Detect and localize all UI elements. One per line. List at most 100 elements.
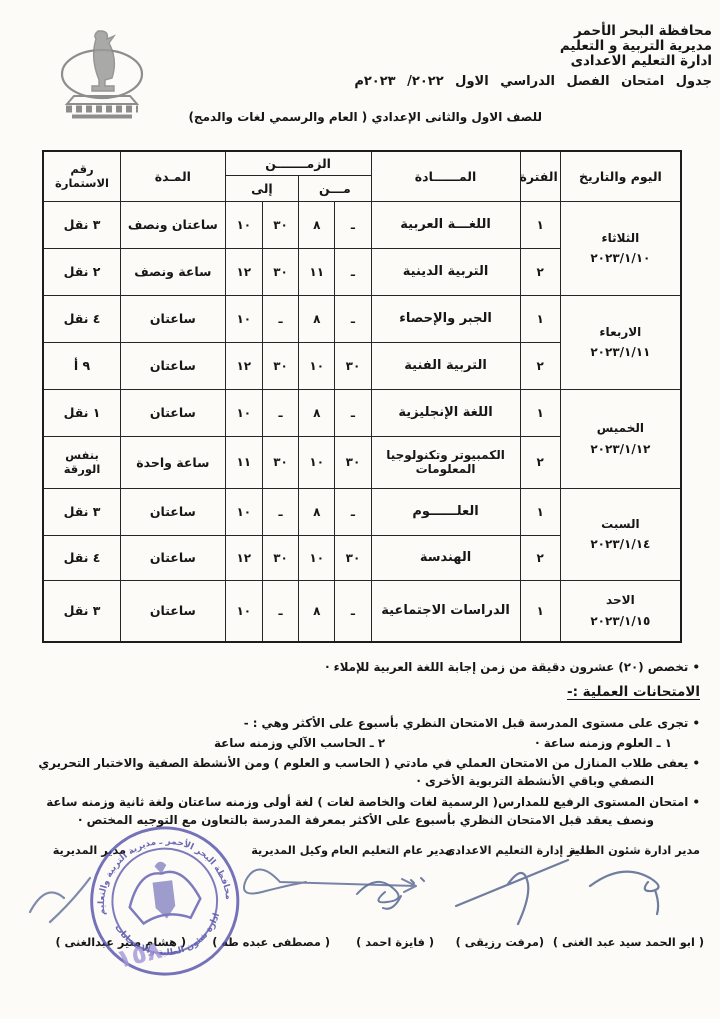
subject-cell: الدراسات الاجتماعية <box>370 579 521 643</box>
period-cell: ٢ <box>519 435 561 489</box>
signatures-section: مدير ادارة شئون الطلبة مدير إدارة التعلي… <box>0 826 720 1016</box>
from-minutes-cell: ٣٠ <box>334 534 372 581</box>
to-minutes-cell: ٣٠ <box>261 435 300 489</box>
signature-scribble-icon <box>356 877 425 910</box>
signature-name-student-affairs: ( ابو الحمد سيد عبد الغنى ) <box>552 936 704 949</box>
day-date: ٢٠٢٣/١/١١ <box>590 345 651 359</box>
subject-cell: اللغـــة العربية <box>370 200 521 249</box>
to-hour-cell: ١٠ <box>224 579 263 643</box>
from-hour-cell: ٨ <box>298 487 336 536</box>
duration-cell: ساعتان <box>120 534 226 581</box>
practical-item-computer: ٢ ـ الحاسب الآلي وزمنه ساعة <box>214 735 386 750</box>
letterhead: محافظة البحر الأحمر مديرية التربية و الت… <box>559 23 712 69</box>
col-header-time: الزمـــــــن <box>224 150 372 176</box>
day-date: ٢٠٢٣/١/١٢ <box>590 441 651 456</box>
col-header-to: إلى <box>224 174 300 202</box>
duration-cell: ساعتان <box>120 294 226 343</box>
from-minutes-cell: ـ <box>334 294 372 343</box>
signature-scribble-icon <box>243 868 417 895</box>
subject-cell: الكمبيوتر وتكنولوجيا المعلومات <box>370 435 521 489</box>
day-cell: الاربعاء ٢٠٢٣/١/١١ <box>559 294 682 390</box>
note-advanced-level: • امتحان المستوى الرفيع للمدارس( الرسمية… <box>46 795 700 828</box>
to-minutes-cell: ـ <box>261 294 300 343</box>
form-cell: ٩ أ <box>42 341 122 390</box>
duration-cell: ساعتان <box>120 487 226 536</box>
period-cell: ١ <box>519 487 561 536</box>
form-cell: ٤ نقل <box>42 534 122 581</box>
from-minutes-cell: ـ <box>334 487 372 536</box>
letterhead-directorate: مديرية التربية و التعليم <box>559 38 712 55</box>
form-cell: ١ نقل <box>42 388 122 437</box>
day-name: الاحد <box>606 593 635 608</box>
signature-title-deputy: وكيل المديرية <box>251 844 328 857</box>
form-cell: ٤ نقل <box>42 294 122 343</box>
signature-name-general-education: ( فايزة احمد ) <box>356 936 434 949</box>
letterhead-governorate: محافظة البحر الأحمر <box>573 23 712 39</box>
day-date: ٢٠٢٣/١/١٥ <box>590 613 651 628</box>
note-home-students: • يعفى طلاب المنازل من الامتحان العملي ف… <box>38 755 700 788</box>
subject-cell: الجبر والإحصاء <box>370 294 521 343</box>
notes-section: • تخصص (٢٠) عشرون دقيقة من زمن إجابة الل… <box>0 643 720 830</box>
to-minutes-cell: ـ <box>261 388 300 437</box>
from-hour-cell: ٨ <box>298 388 336 437</box>
to-hour-cell: ١٢ <box>224 341 263 390</box>
day-name: الخميس <box>596 421 644 436</box>
period-cell: ١ <box>519 294 561 343</box>
table-row: ٢ الهندسة ٣٠ ١٠ ٣٠ ١٢ ساعتان ٤ نقل <box>42 534 681 581</box>
signature-scribble-icon <box>454 858 570 926</box>
from-hour-cell: ٨ <box>298 200 336 249</box>
day-name: السبت <box>601 516 640 531</box>
signature-scribble-icon <box>588 870 660 916</box>
to-hour-cell: ١٢ <box>224 534 263 581</box>
duration-cell: ساعتان ونصف <box>120 200 226 249</box>
to-hour-cell: ١٠ <box>224 388 263 437</box>
signature-scribble-icon <box>28 876 92 924</box>
subject-cell: العلــــــوم <box>370 487 521 536</box>
duration-cell: ساعتان <box>120 579 226 643</box>
duration-cell: ساعتان <box>120 388 226 437</box>
period-cell: ١ <box>519 200 561 249</box>
signature-name-director: ( هشام منير عبدالغنى ) <box>55 936 186 949</box>
table-row: الخميس ٢٠٢٣/١/١٢ ١ اللغة الإنجليزية ـ ٨ … <box>42 388 682 489</box>
eagle-icon <box>128 861 202 926</box>
from-minutes-cell: ـ <box>334 200 372 249</box>
from-minutes-cell: ـ <box>334 247 372 296</box>
signature-title-prep-education: مدير إدارة التعليم الاعدادى <box>444 844 592 857</box>
subject-cell: التربية الدينية <box>370 247 521 296</box>
official-round-stamp: محافظة البحر الأحمر ـ مديرية التربية وال… <box>77 813 254 993</box>
form-cell: بنفس الورقة <box>42 435 122 489</box>
table-row: ٢ التربية الفنية ٣٠ ١٠ ٣٠ ١٢ ساعتان ٩ أ <box>42 341 681 390</box>
to-minutes-cell: ـ <box>261 579 300 643</box>
to-minutes-cell: ٣٠ <box>261 200 300 249</box>
to-hour-cell: ١٢ <box>224 247 263 296</box>
col-header-subject: المــــــادة <box>370 150 521 202</box>
day-date: ٢٠٢٣/١/١٤ <box>590 537 651 551</box>
table-row: ٢ التربية الدينية ـ ١١ ٣٠ ١٢ ساعة ونصف ٢… <box>42 247 681 296</box>
signature-name-deputy: ( مصطفى عبده طه ) <box>212 936 330 949</box>
table-row: الاربعاء ٢٠٢٣/١/١١ ١ الجبر والإحصاء ـ ٨ … <box>42 294 682 390</box>
day-name: الاربعاء <box>599 324 642 339</box>
from-hour-cell: ٨ <box>298 294 336 343</box>
day-cell: الاحد ٢٠٢٣/١/١٥ <box>559 579 682 643</box>
signature-title-student-affairs: مدير ادارة شئون الطلبة <box>569 844 700 857</box>
col-header-period: الفترة <box>519 150 561 202</box>
practical-subjects-line: ١ ـ العلوم وزمنه ساعة · ٢ ـ الحاسب الآلي… <box>16 736 672 750</box>
practical-exams-heading: الامتحانات العملية :- <box>566 684 700 701</box>
practical-item-science: ١ ـ العلوم وزمنه ساعة · <box>535 735 672 750</box>
day-name: الثلاثاء <box>601 230 640 245</box>
from-hour-cell: ٨ <box>298 579 336 643</box>
period-cell: ٢ <box>519 247 561 296</box>
duration-cell: ساعتان <box>120 341 226 390</box>
period-cell: ٢ <box>519 341 561 390</box>
to-hour-cell: ١١ <box>224 435 263 489</box>
form-number-line2: الاستمارة <box>55 176 109 191</box>
note-dictation-time: • تخصص (٢٠) عشرون دقيقة من زمن إجابة الل… <box>325 660 700 674</box>
form-cell: ٣ نقل <box>42 487 122 536</box>
table-row: الاحد ٢٠٢٣/١/١٥ ١ الدراسات الاجتماعية ـ … <box>42 579 682 643</box>
from-hour-cell: ١٠ <box>298 435 336 489</box>
to-minutes-cell: ٣٠ <box>261 247 300 296</box>
signature-title-general-education: مدير عام التعليم العام <box>330 844 452 857</box>
to-minutes-cell: ـ <box>261 487 300 536</box>
col-header-from: مـــن <box>298 174 372 202</box>
